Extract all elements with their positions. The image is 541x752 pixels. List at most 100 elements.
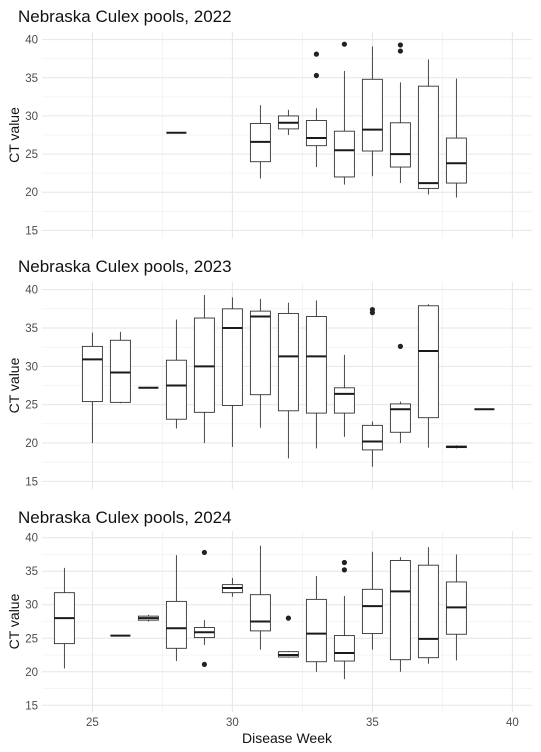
y-tick-label: 20 <box>25 438 38 450</box>
box-week-25 <box>81 332 103 443</box>
chart-title: Nebraska Culex pools, 2023 <box>18 257 232 276</box>
box-body <box>305 316 327 414</box>
box-body <box>193 317 215 413</box>
y-tick-label: 30 <box>25 111 38 123</box>
y-tick-label: 15 <box>25 476 38 488</box>
box-week-37 <box>417 304 439 448</box>
box-week-28 <box>165 319 187 429</box>
box-body <box>333 387 355 414</box>
box-week-36 <box>389 343 411 443</box>
box-week-36 <box>389 557 411 672</box>
box-week-32 <box>277 302 299 459</box>
outlier-point <box>397 42 403 48</box>
y-tick-label: 30 <box>25 361 38 373</box>
box-week-33 <box>305 575 327 672</box>
box-week-38 <box>445 445 467 449</box>
box-body <box>249 594 271 632</box>
box-week-35 <box>361 307 383 467</box>
outlier-point <box>313 72 319 79</box>
box-week-26 <box>109 331 131 404</box>
box-body <box>109 339 131 403</box>
box-body <box>389 403 411 433</box>
outlier-point <box>313 51 319 57</box>
box-body <box>417 85 439 189</box>
panel-2: Nebraska Culex pools, 2023 15 20 25 30 35 40 CT… <box>6 257 532 489</box>
box-week-34 <box>333 354 355 437</box>
box-body <box>389 122 411 168</box>
box-week-33 <box>305 300 327 449</box>
box-week-30 <box>221 577 243 597</box>
y-tick-label: 25 <box>25 633 38 645</box>
outlier-point <box>341 559 347 566</box>
y-tick-label: 25 <box>25 149 38 161</box>
box-week-32 <box>277 109 299 135</box>
box-body <box>417 305 439 419</box>
box-body <box>221 308 243 406</box>
box-body <box>277 312 299 412</box>
outlier-point <box>341 41 347 47</box>
box-week-31 <box>249 545 271 650</box>
box-body <box>445 137 467 184</box>
box-body <box>305 120 327 147</box>
y-tick-label: 15 <box>25 700 38 712</box>
y-tick-label: 20 <box>25 187 38 199</box>
box-week-30 <box>221 297 243 447</box>
chart-title: Nebraska Culex pools, 2022 <box>18 7 232 26</box>
box-week-34 <box>333 41 355 185</box>
box-week-31 <box>249 105 271 179</box>
outlier-point <box>369 307 375 313</box>
outlier-point <box>397 343 403 349</box>
box-week-35 <box>361 551 383 650</box>
box-week-27 <box>137 614 159 622</box>
y-tick-label: 25 <box>25 400 38 412</box>
box-body <box>361 78 383 152</box>
outlier-point <box>397 48 403 54</box>
x-tick-label: 35 <box>366 717 379 729</box>
box-body <box>333 635 355 662</box>
box-week-37 <box>417 59 439 195</box>
y-axis-label: CT value <box>6 357 22 413</box>
box-body <box>389 560 411 661</box>
box-week-38 <box>445 78 467 198</box>
box-body <box>361 588 383 635</box>
box-body <box>417 564 439 659</box>
y-tick-label: 40 <box>25 285 38 297</box>
box-body <box>305 598 327 663</box>
y-tick-label: 30 <box>25 600 38 612</box>
box-week-38 <box>445 554 467 661</box>
outlier-point <box>201 661 207 668</box>
box-body <box>333 130 355 178</box>
y-tick-label: 15 <box>25 225 38 237</box>
box-body <box>165 600 187 649</box>
box-week-28 <box>165 555 187 662</box>
outlier-point <box>201 549 207 556</box>
box-week-32 <box>277 615 299 658</box>
box-body <box>249 310 271 396</box>
y-axis-label: CT value <box>6 593 22 649</box>
box-week-31 <box>249 298 271 428</box>
x-axis-label: Disease Week <box>242 730 333 746</box>
y-tick-label: 35 <box>25 73 38 85</box>
panel-3: Nebraska Culex pools, 2024 15 20 25 30 35 40 CT… <box>6 508 532 746</box>
box-body <box>361 424 383 451</box>
panel-1: Nebraska Culex pools, 2022 15 20 25 30 35 40 CT… <box>6 7 532 238</box>
x-tick-label: 30 <box>226 717 239 729</box>
y-tick-label: 40 <box>25 533 38 545</box>
box-week-34 <box>333 559 355 680</box>
y-tick-label: 35 <box>25 323 38 335</box>
x-tick-label: 40 <box>506 717 519 729</box>
chart-title: Nebraska Culex pools, 2024 <box>18 508 232 527</box>
outlier-point <box>341 567 347 573</box>
box-week-24 <box>53 567 75 669</box>
box-week-35 <box>361 46 383 177</box>
y-tick-label: 40 <box>25 35 38 47</box>
box-week-36 <box>389 42 411 184</box>
box-body <box>81 345 103 403</box>
box-week-29 <box>193 295 215 443</box>
outlier-point <box>285 615 291 621</box>
x-tick-label: 25 <box>86 717 99 729</box>
box-week-33 <box>305 51 327 168</box>
y-axis-label: CT value <box>6 107 22 163</box>
box-week-37 <box>417 547 439 664</box>
